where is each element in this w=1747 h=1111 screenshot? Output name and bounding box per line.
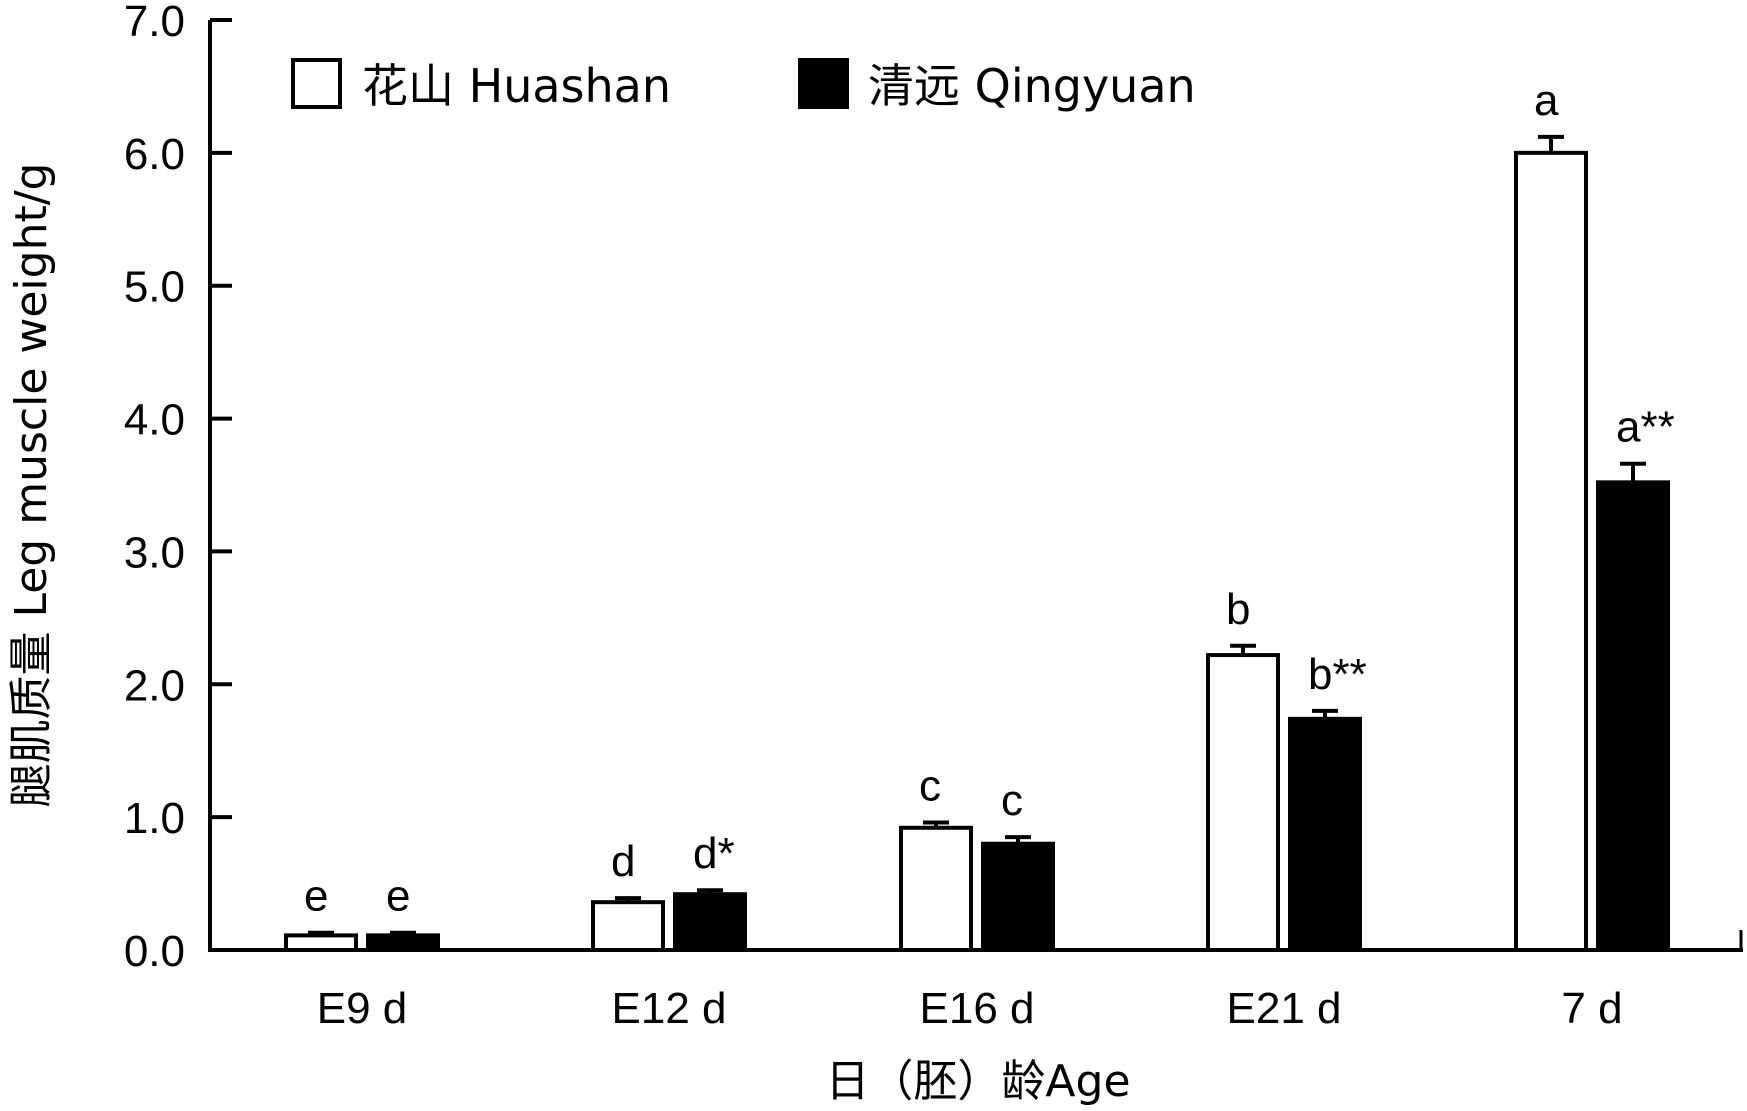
significance-label: e bbox=[304, 872, 328, 921]
x-tick-label: E12 d bbox=[612, 984, 727, 1033]
significance-label: c bbox=[1001, 776, 1023, 825]
y-tick-label: 3.0 bbox=[124, 528, 185, 577]
y-tick-label: 2.0 bbox=[124, 661, 185, 710]
bar-qingyuan bbox=[1596, 480, 1670, 952]
y-tick-label: 1.0 bbox=[124, 794, 185, 843]
significance-label: b bbox=[1226, 585, 1250, 634]
significance-label: e bbox=[386, 872, 410, 921]
y-axis-label: 腿肌质量 Leg muscle weight/g bbox=[6, 163, 57, 808]
bars: e d c b a e d* c b** a** bbox=[284, 76, 1675, 953]
x-tick-label: E9 d bbox=[317, 984, 408, 1033]
y-tick-label: 6.0 bbox=[124, 130, 185, 179]
bar-huashan bbox=[1514, 150, 1588, 953]
legend-label-huashan: 花山 Huashan bbox=[362, 59, 671, 113]
significance-label: b** bbox=[1308, 650, 1367, 699]
significance-label: a** bbox=[1616, 403, 1675, 452]
bar-huashan bbox=[899, 825, 973, 952]
significance-label: d bbox=[611, 837, 635, 886]
significance-label: d* bbox=[693, 829, 735, 878]
axes bbox=[208, 20, 1743, 952]
y-tick-label: 5.0 bbox=[124, 263, 185, 312]
x-tick-labels: E9 d E12 d E16 d E21 d 7 d bbox=[317, 984, 1623, 1033]
bar-qingyuan bbox=[673, 892, 747, 953]
x-tick-label: E16 d bbox=[920, 984, 1035, 1033]
x-tick-label: 7 d bbox=[1561, 984, 1622, 1033]
bar-huashan bbox=[1206, 653, 1280, 952]
y-tick-label: 4.0 bbox=[124, 396, 185, 445]
legend: 花山 Huashan 清远 Qingyuan bbox=[291, 58, 1196, 113]
y-ticks: 0.0 1.0 2.0 3.0 4.0 5.0 6.0 7.0 bbox=[124, 0, 232, 976]
significance-label: a bbox=[1534, 76, 1559, 125]
x-axis-label: 日（胚）龄Age bbox=[825, 1056, 1130, 1107]
bar-qingyuan bbox=[366, 933, 440, 953]
bar-huashan bbox=[591, 900, 665, 953]
legend-swatch-qingyuan bbox=[798, 58, 849, 109]
legend-label-qingyuan: 清远 Qingyuan bbox=[868, 59, 1196, 113]
y-tick-label: 0.0 bbox=[124, 927, 185, 976]
bar-qingyuan bbox=[981, 841, 1055, 953]
bar-huashan bbox=[284, 933, 358, 953]
y-tick-label: 7.0 bbox=[124, 0, 185, 46]
legend-swatch-huashan bbox=[291, 58, 342, 109]
bar-qingyuan bbox=[1288, 716, 1362, 952]
significance-label: c bbox=[919, 761, 941, 810]
x-tick-label: E21 d bbox=[1227, 984, 1342, 1033]
